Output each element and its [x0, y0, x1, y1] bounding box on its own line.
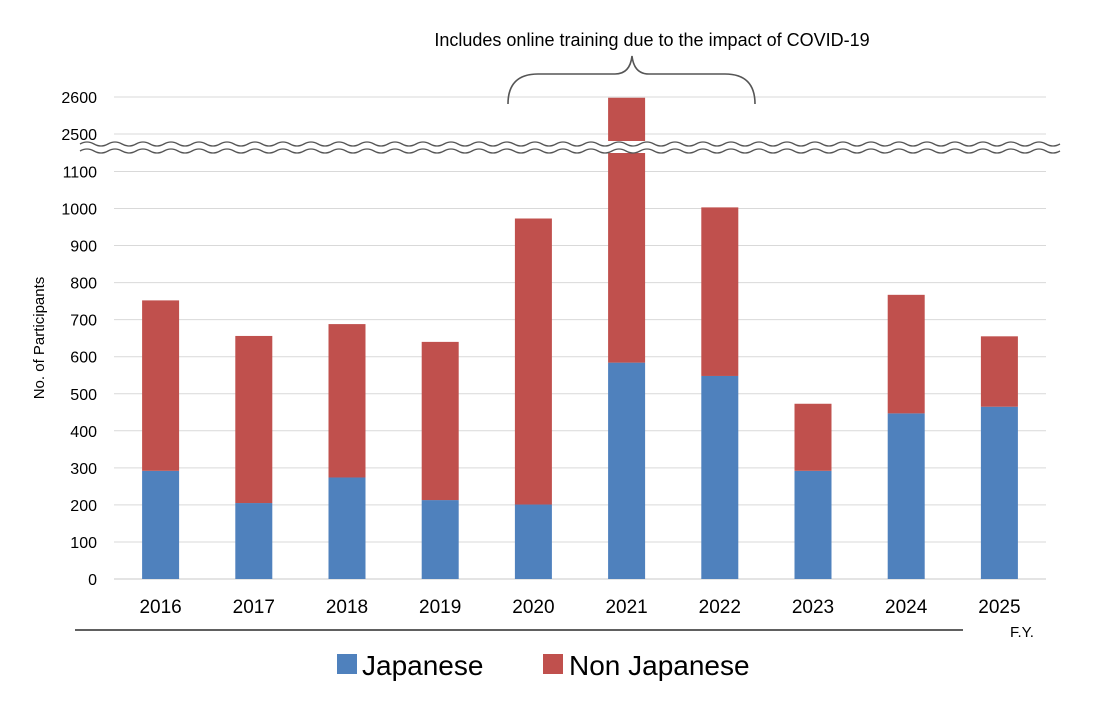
annotation-text: Includes online training due to the impa…: [434, 30, 869, 50]
legend: Japanese Non Japanese: [337, 650, 750, 681]
y-tick-label: 700: [70, 313, 97, 330]
axis-break-line-bottom: [79, 148, 1061, 154]
x-tick-label: 2025: [978, 597, 1020, 618]
bar-non-japanese-2017: [235, 335, 273, 504]
x-tick-label: 2022: [699, 597, 741, 618]
axis-break-line-top: [79, 141, 1061, 147]
legend-label-non-japanese: Non Japanese: [569, 650, 750, 681]
bar-japanese-2018: [328, 477, 366, 579]
bar-japanese-2019: [421, 500, 459, 579]
bar-non-japanese-2018: [328, 324, 366, 478]
bar-japanese-2021: [608, 362, 646, 579]
bar-japanese-2016: [142, 470, 180, 579]
bar-non-japanese-2022: [701, 207, 739, 376]
x-tick-label: 2017: [233, 597, 275, 618]
bar-non-japanese-2020: [514, 218, 552, 505]
bar-japanese-2020: [514, 504, 552, 579]
x-axis-unit-label: F.Y.: [1010, 624, 1034, 641]
y-tick-label: 2500: [61, 127, 97, 144]
x-tick-label: 2020: [512, 597, 554, 618]
x-tick-label: 2018: [326, 597, 368, 618]
bar-non-japanese-2019: [421, 341, 459, 501]
bar-non-japanese-2023: [794, 403, 832, 471]
y-tick-label: 400: [70, 424, 97, 441]
y-tick-label: 0: [88, 572, 97, 589]
x-tick-label: 2019: [419, 597, 461, 618]
y-tick-label: 300: [70, 461, 97, 478]
x-tick-label: 2021: [605, 597, 647, 618]
bars: [142, 97, 1018, 579]
y-tick-label: 200: [70, 498, 97, 515]
bar-japanese-2017: [235, 503, 273, 579]
axis-break: [79, 141, 1061, 154]
y-tick-label: 900: [70, 239, 97, 256]
legend-swatch-japanese: [337, 654, 357, 674]
bar-japanese-2024: [887, 413, 925, 579]
legend-swatch-non-japanese: [543, 654, 563, 674]
y-tick-label: 1100: [63, 164, 98, 181]
x-tick-label: 2023: [792, 597, 834, 618]
annotation-brace: [507, 55, 756, 105]
x-tick-label: 2024: [885, 597, 928, 618]
y-tick-label: 100: [70, 535, 97, 552]
legend-label-japanese: Japanese: [362, 650, 483, 681]
x-tick-label: 2016: [139, 597, 181, 618]
y-tick-label: 2600: [61, 90, 97, 107]
y-tick-label: 600: [70, 350, 97, 367]
y-tick-label: 800: [70, 276, 97, 293]
bar-non-japanese-2021: [608, 97, 646, 363]
bar-japanese-2025: [980, 406, 1018, 579]
y-tick-label: 1000: [61, 202, 97, 219]
y-axis-label: No. of Participants: [31, 277, 48, 400]
y-tick-label: 500: [70, 387, 97, 404]
bar-japanese-2022: [701, 375, 739, 579]
bar-non-japanese-2016: [142, 300, 180, 471]
y-axis-ticks: 0 100 200 300 400 500 600 700 800 900 1000 1100 2500…: [61, 90, 97, 589]
bar-japanese-2023: [794, 470, 832, 579]
bar-non-japanese-2025: [980, 336, 1018, 407]
bar-non-japanese-2024: [887, 294, 925, 414]
x-axis-ticks: 2016 2017 2018 2019 2020 2021 2022 2023 2024 2025: [139, 597, 1020, 618]
